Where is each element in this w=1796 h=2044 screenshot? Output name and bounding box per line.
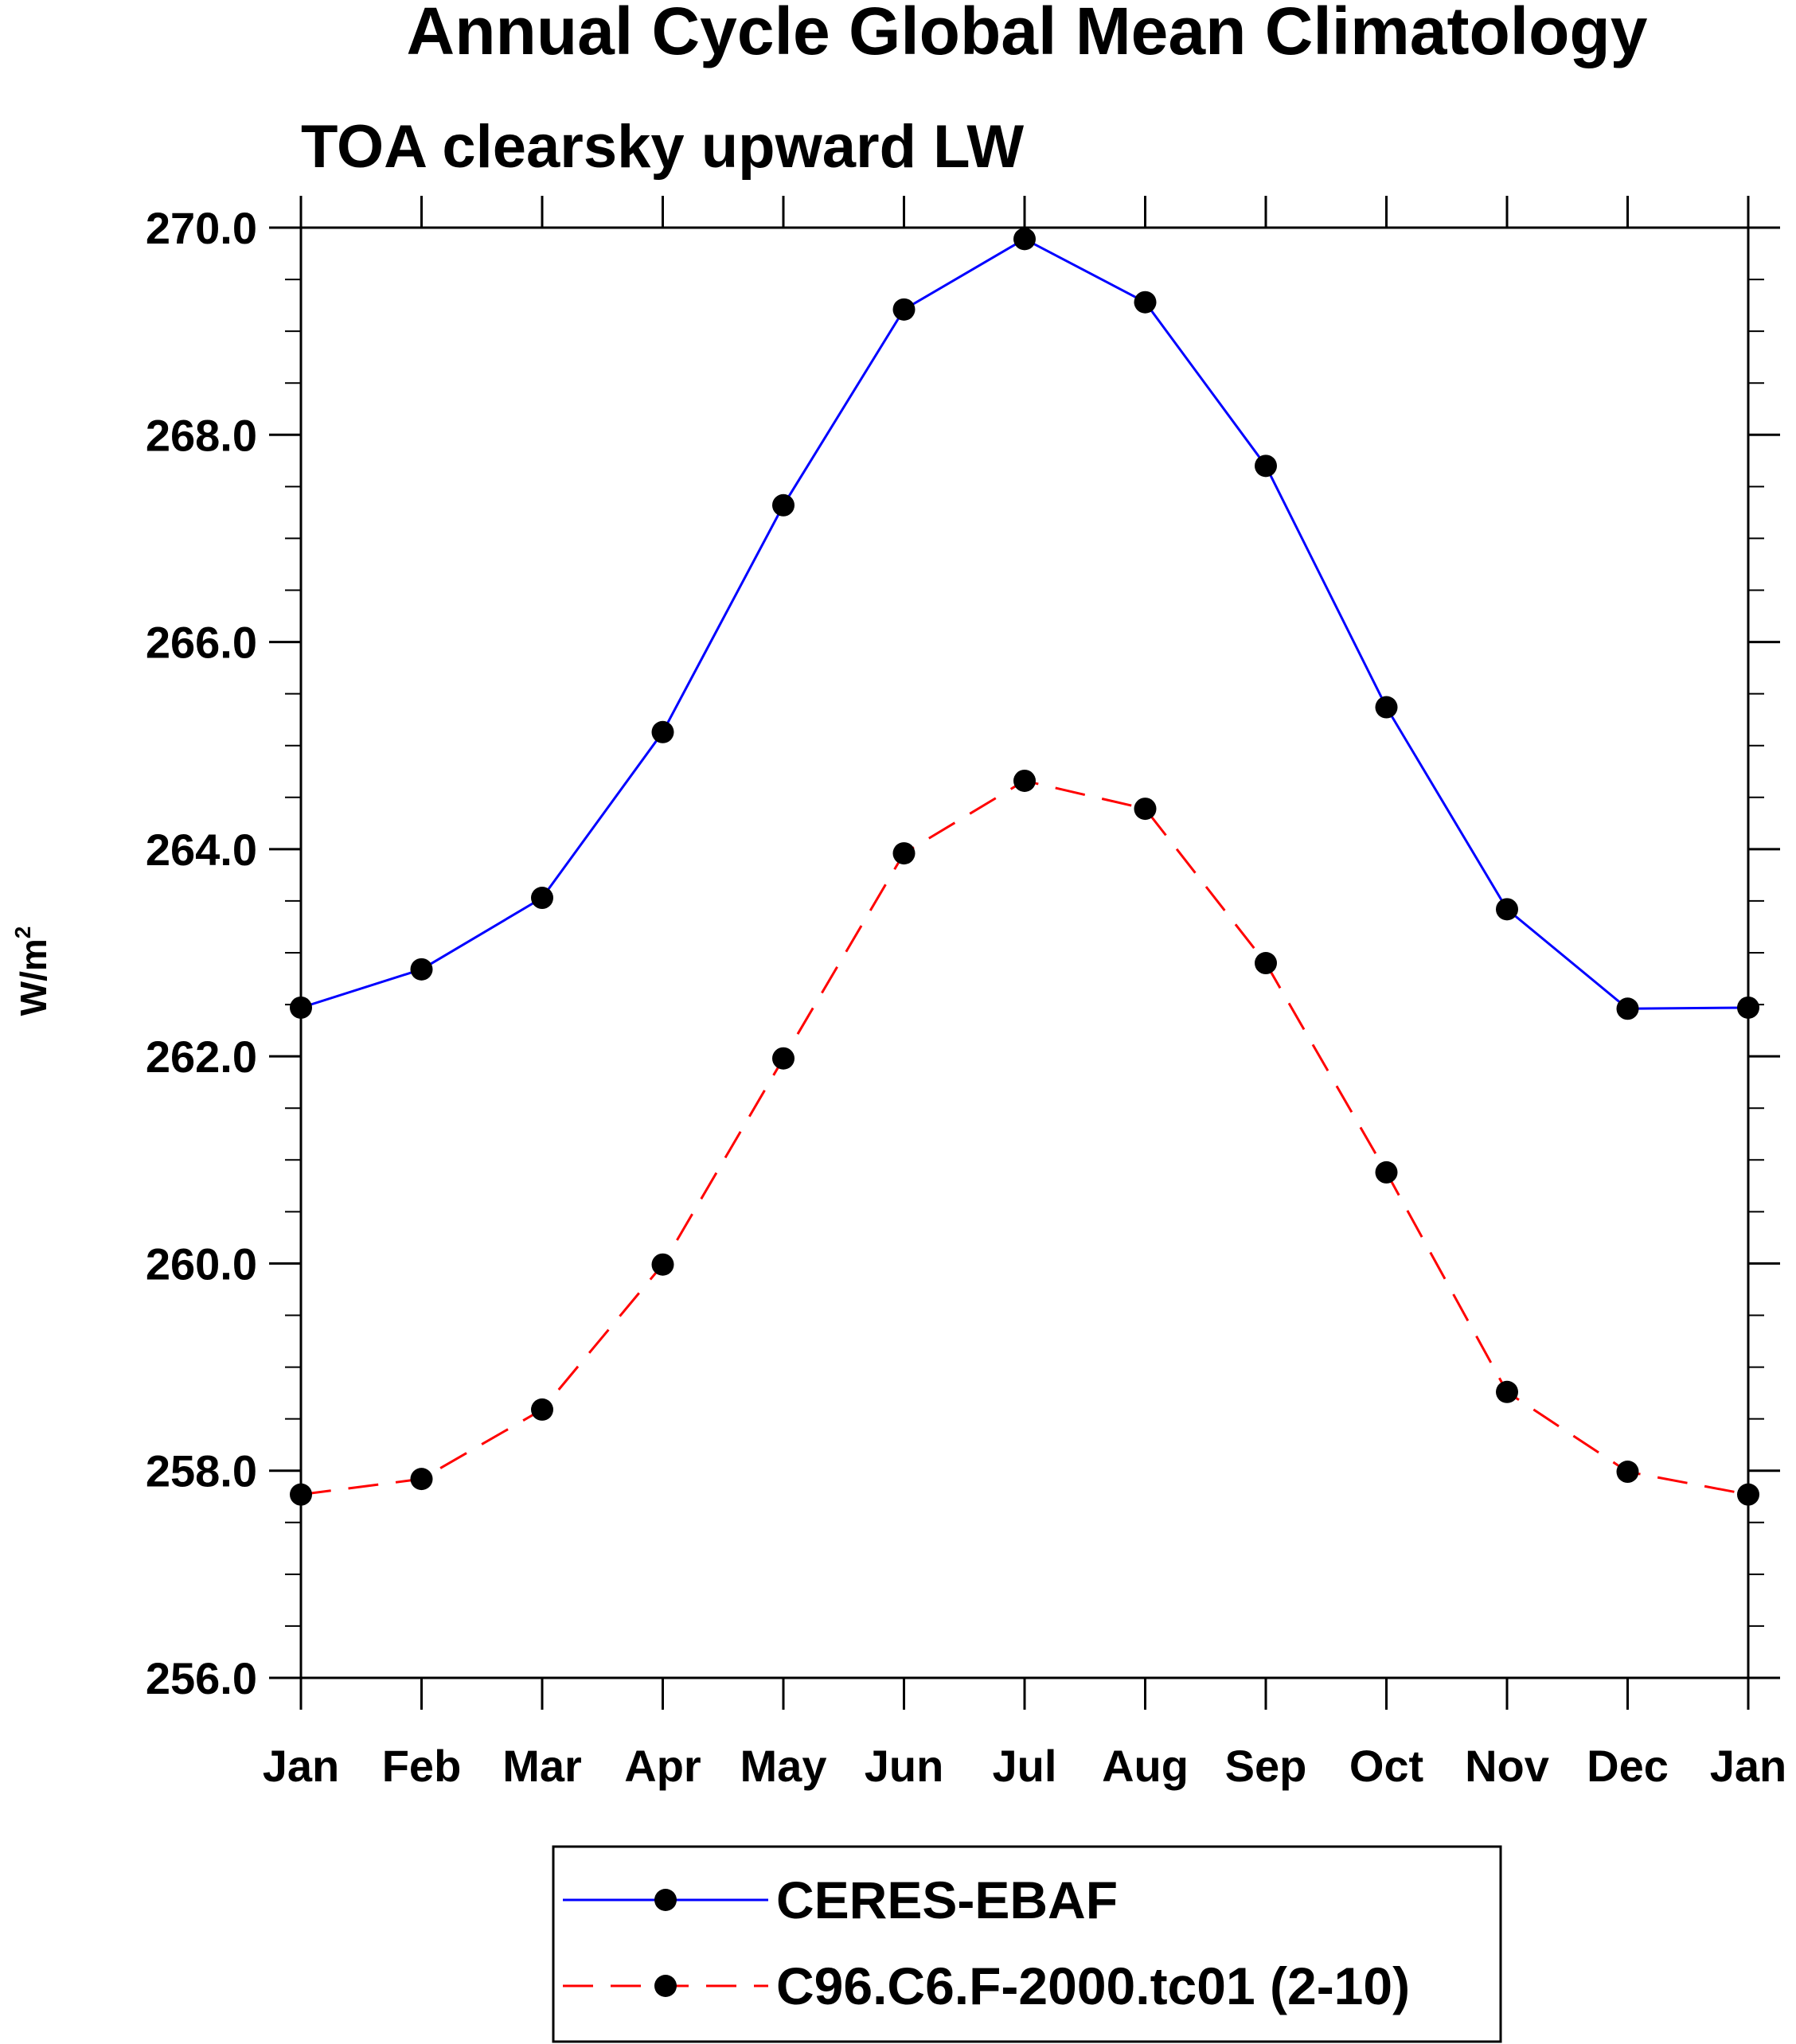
x-tick-label: Jun: [865, 1741, 944, 1791]
x-tick-label: Jul: [993, 1741, 1057, 1791]
x-tick-label: Apr: [624, 1741, 701, 1791]
series-1-point: [1496, 1380, 1518, 1403]
series-1-point: [1375, 1160, 1398, 1184]
x-tick-label: Dec: [1587, 1741, 1669, 1791]
y-tick-label: 256.0: [146, 1653, 257, 1703]
plot-frame: [299, 226, 1750, 1679]
legend-label-ceres: CERES-EBAF: [776, 1870, 1118, 1929]
series-1-point: [772, 1047, 795, 1070]
legend-label-model: C96.C6.F-2000.tc01 (2-10): [776, 1956, 1410, 2015]
legend-marker-ceres: [654, 1889, 677, 1911]
series-1-point: [410, 1468, 433, 1491]
legend: CERES-EBAF C96.C6.F-2000.tc01 (2-10): [552, 1845, 1502, 2043]
y-tick-label: 266.0: [146, 618, 257, 668]
x-tick-label: Aug: [1102, 1741, 1189, 1791]
series-0-point: [1616, 997, 1639, 1020]
legend-box: [552, 1845, 1502, 2043]
y-tick-label: 260.0: [146, 1238, 257, 1289]
axis-ticks: [269, 196, 1780, 1710]
y-axis-label-base: W/m: [13, 938, 54, 1016]
y-tick-label: 258.0: [146, 1446, 257, 1496]
x-tick-label: Mar: [502, 1741, 582, 1791]
series-1-point: [1134, 798, 1157, 821]
series-0-point: [1134, 291, 1157, 314]
series-0-point: [531, 887, 553, 910]
series-0-point: [651, 720, 674, 743]
series-line-0: [300, 237, 1749, 1010]
series-0-point: [892, 298, 916, 321]
series-1-point: [1616, 1461, 1639, 1484]
chart-title: Annual Cycle Global Mean Climatology: [407, 0, 1648, 68]
chart-subtitle: TOA clearsky upward LW: [301, 113, 1024, 181]
series-0-point: [1013, 228, 1036, 251]
x-tick-label: Jan: [263, 1741, 340, 1791]
series-line-1: [300, 779, 1749, 1496]
y-tick-label: 262.0: [146, 1032, 257, 1082]
x-tick-label: Jan: [1710, 1741, 1787, 1791]
series-0-point: [1255, 454, 1277, 478]
y-tick-label: 270.0: [146, 203, 257, 253]
y-tick-label: 268.0: [146, 410, 257, 460]
y-tick-label: 264.0: [146, 825, 257, 875]
x-tick-label: Oct: [1349, 1741, 1423, 1791]
series-1-point: [1013, 769, 1036, 792]
legend-marker-model: [654, 1975, 677, 1997]
series-1-point: [651, 1253, 674, 1276]
axis-tick-labels: Jan Feb Mar Apr May Jun Jul Aug Sep Oct Nov Dec Jan2…: [146, 203, 1786, 1791]
series-1-point: [1255, 952, 1277, 975]
series-layer: [290, 228, 1759, 1506]
y-axis-label: W/m2: [10, 926, 54, 1016]
x-tick-label: May: [740, 1741, 827, 1791]
series-1-point: [892, 842, 916, 865]
x-tick-label: Sep: [1225, 1741, 1307, 1791]
series-0-point: [410, 958, 433, 981]
y-axis-label-sup: 2: [10, 926, 35, 939]
x-tick-label: Feb: [382, 1741, 462, 1791]
series-0-point: [772, 493, 795, 517]
x-tick-label: Nov: [1465, 1741, 1549, 1791]
series-0-point: [1496, 898, 1518, 921]
series-0-point: [1375, 696, 1398, 719]
series-1-point: [531, 1398, 553, 1421]
